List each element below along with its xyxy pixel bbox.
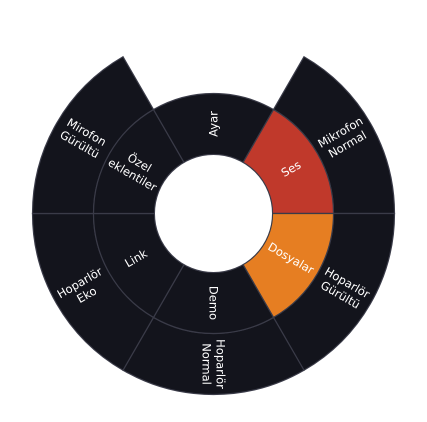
wheel-center [154, 154, 273, 273]
